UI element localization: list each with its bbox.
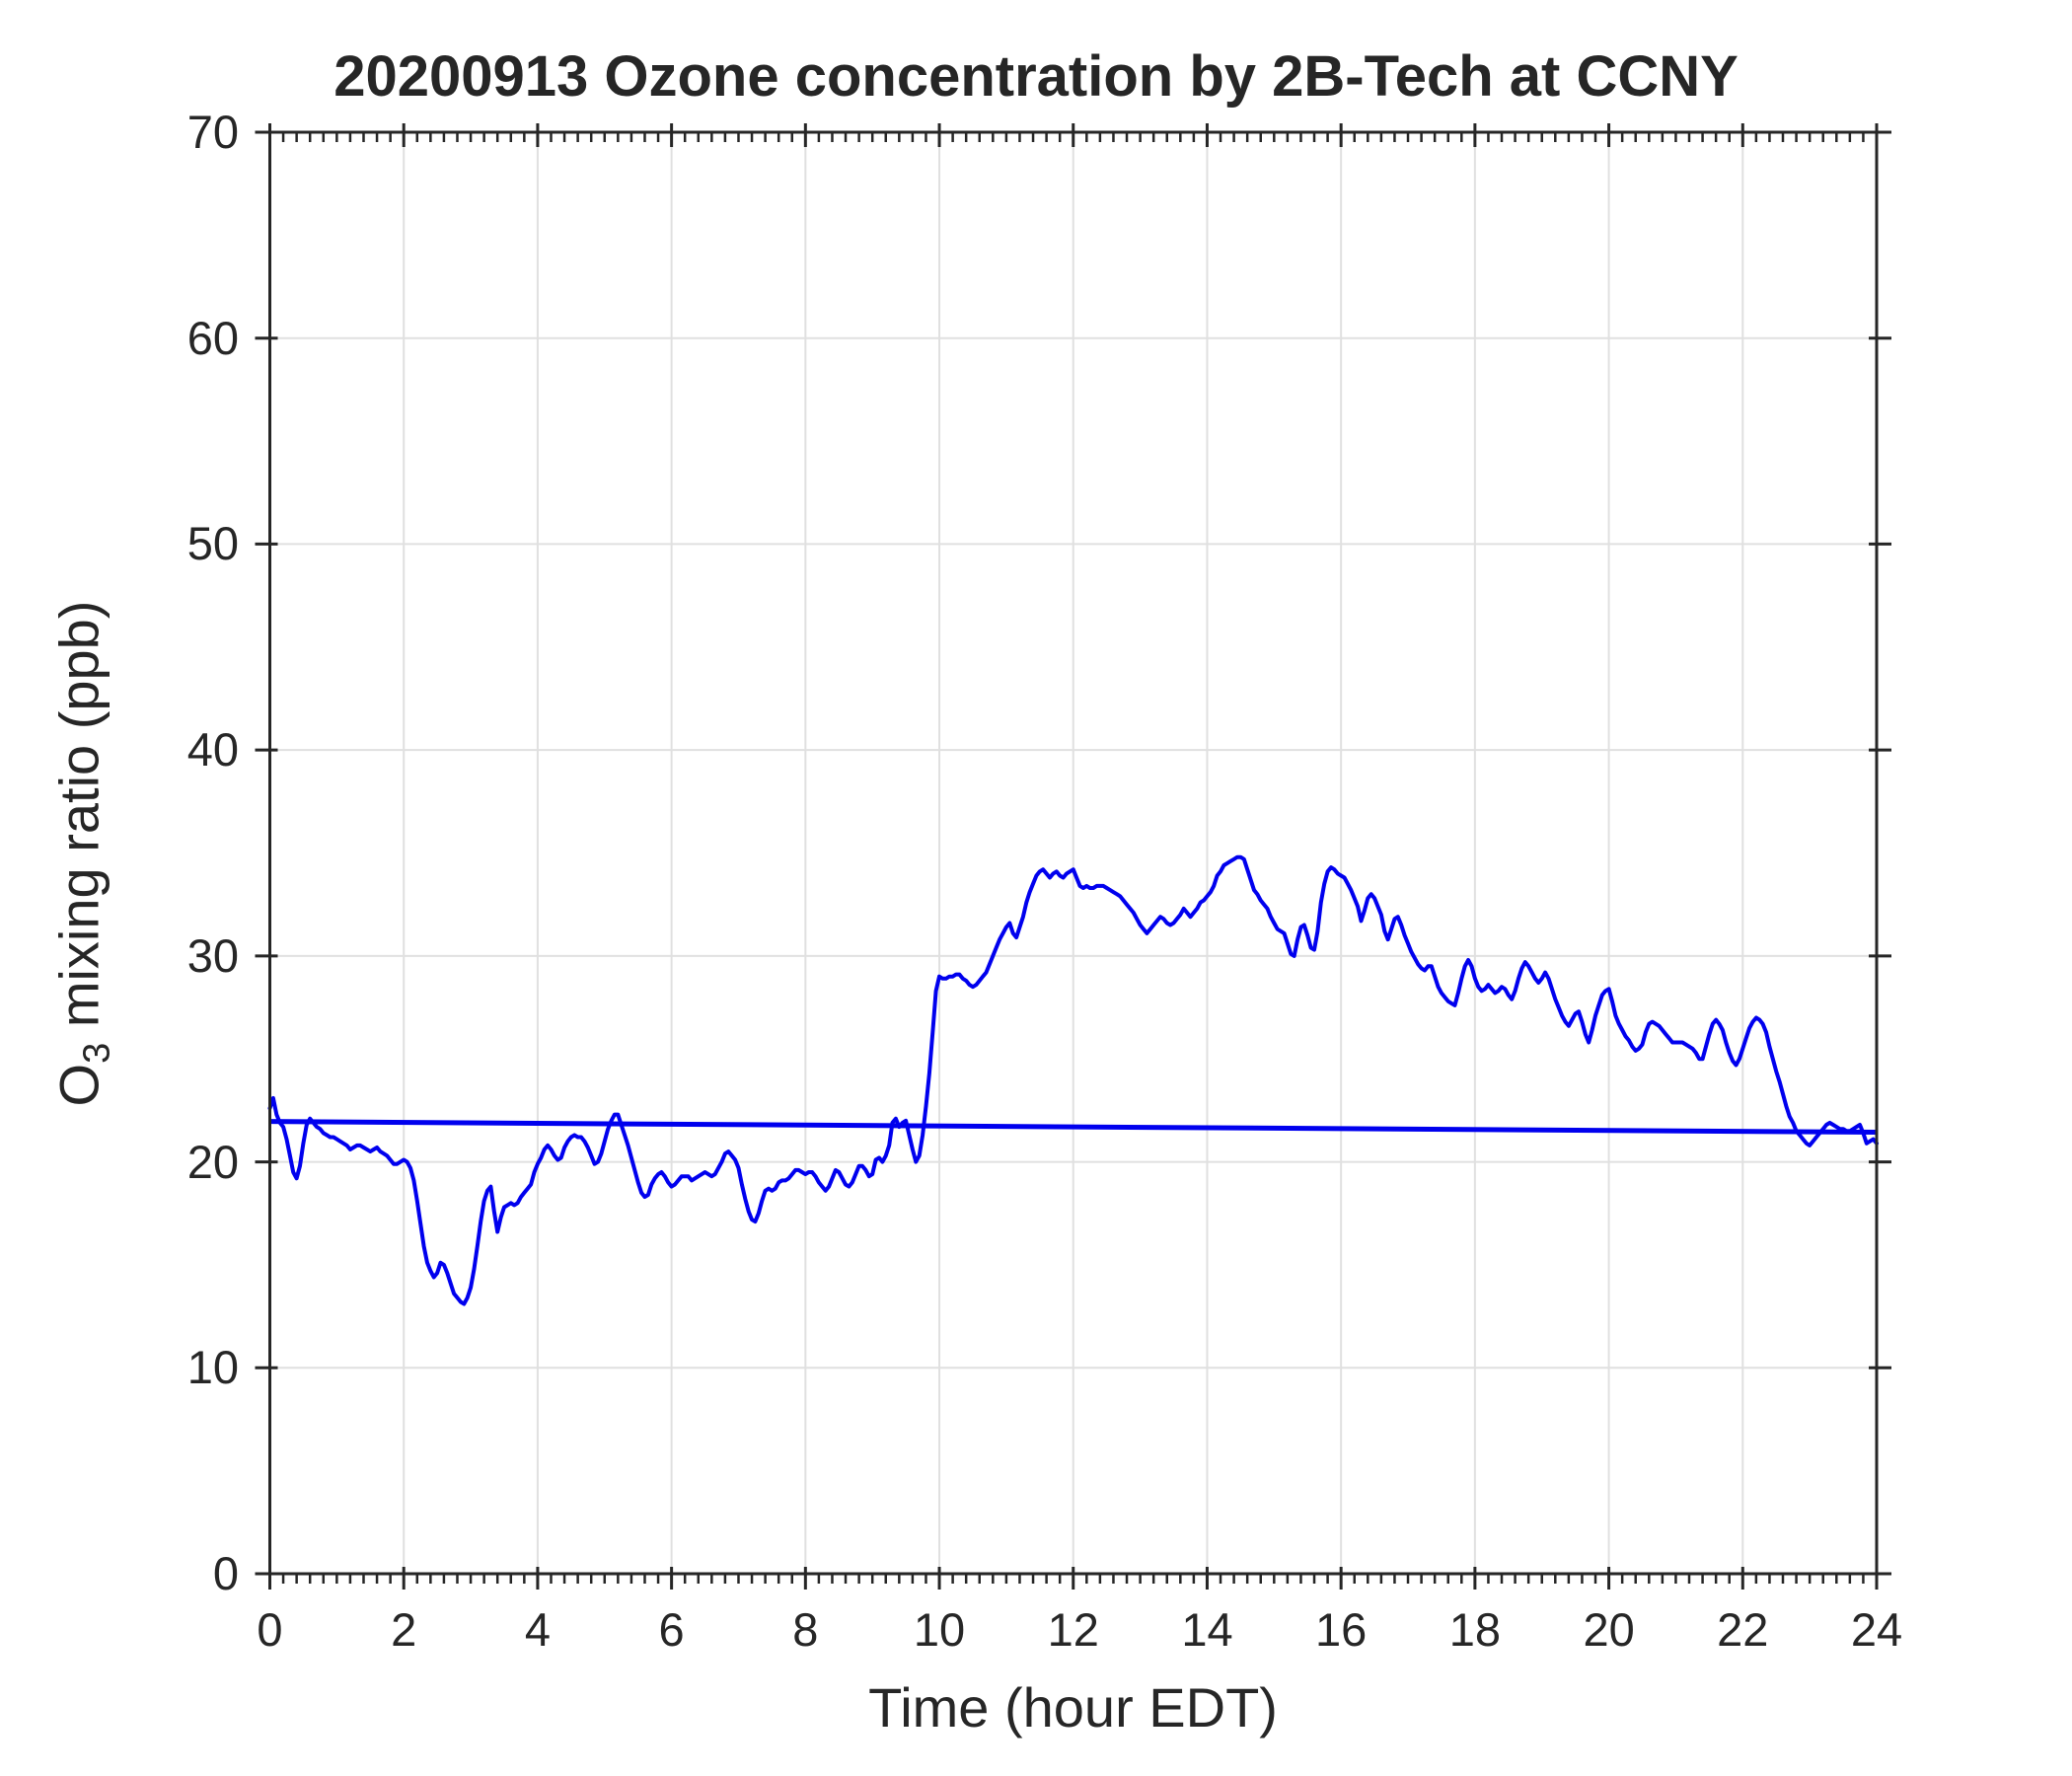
x-tick-label: 10: [913, 1603, 966, 1656]
x-axis-label: Time (hour EDT): [868, 1676, 1278, 1739]
x-tick-label: 20: [1583, 1603, 1635, 1656]
y-axis-label-base: O: [47, 1063, 111, 1107]
x-tick-label: 18: [1448, 1603, 1502, 1656]
x-tick-label: 6: [658, 1603, 685, 1656]
x-tick-label: 22: [1717, 1603, 1769, 1656]
y-tick-label: 40: [186, 723, 239, 777]
y-tick-label: 50: [186, 517, 239, 570]
y-tick-label: 30: [186, 928, 239, 982]
y-axis-label-subscript: 3: [76, 1042, 118, 1064]
x-tick-label: 24: [1850, 1603, 1903, 1656]
chart-title: 20200913 Ozone concentration by 2B-Tech …: [333, 44, 1739, 109]
y-tick-label: 60: [186, 311, 239, 364]
ozone-series-line: [267, 854, 1879, 1306]
x-tick-label: 4: [524, 1603, 551, 1656]
y-tick-label: 10: [186, 1341, 239, 1394]
x-tick-label: 2: [391, 1603, 417, 1656]
reference-line: [269, 1119, 1878, 1136]
y-tick-label: 20: [186, 1135, 239, 1188]
x-tick-label: 12: [1047, 1603, 1099, 1656]
x-tick-label: 8: [792, 1603, 819, 1656]
x-tick-label: 14: [1181, 1603, 1233, 1656]
x-tick-label: 16: [1315, 1603, 1368, 1656]
y-tick-label: 70: [186, 106, 239, 158]
y-tick-label: 0: [212, 1547, 239, 1599]
y-axis-label: O3 mixing ratio (ppb): [47, 601, 118, 1107]
x-tick-label: 0: [257, 1603, 283, 1656]
